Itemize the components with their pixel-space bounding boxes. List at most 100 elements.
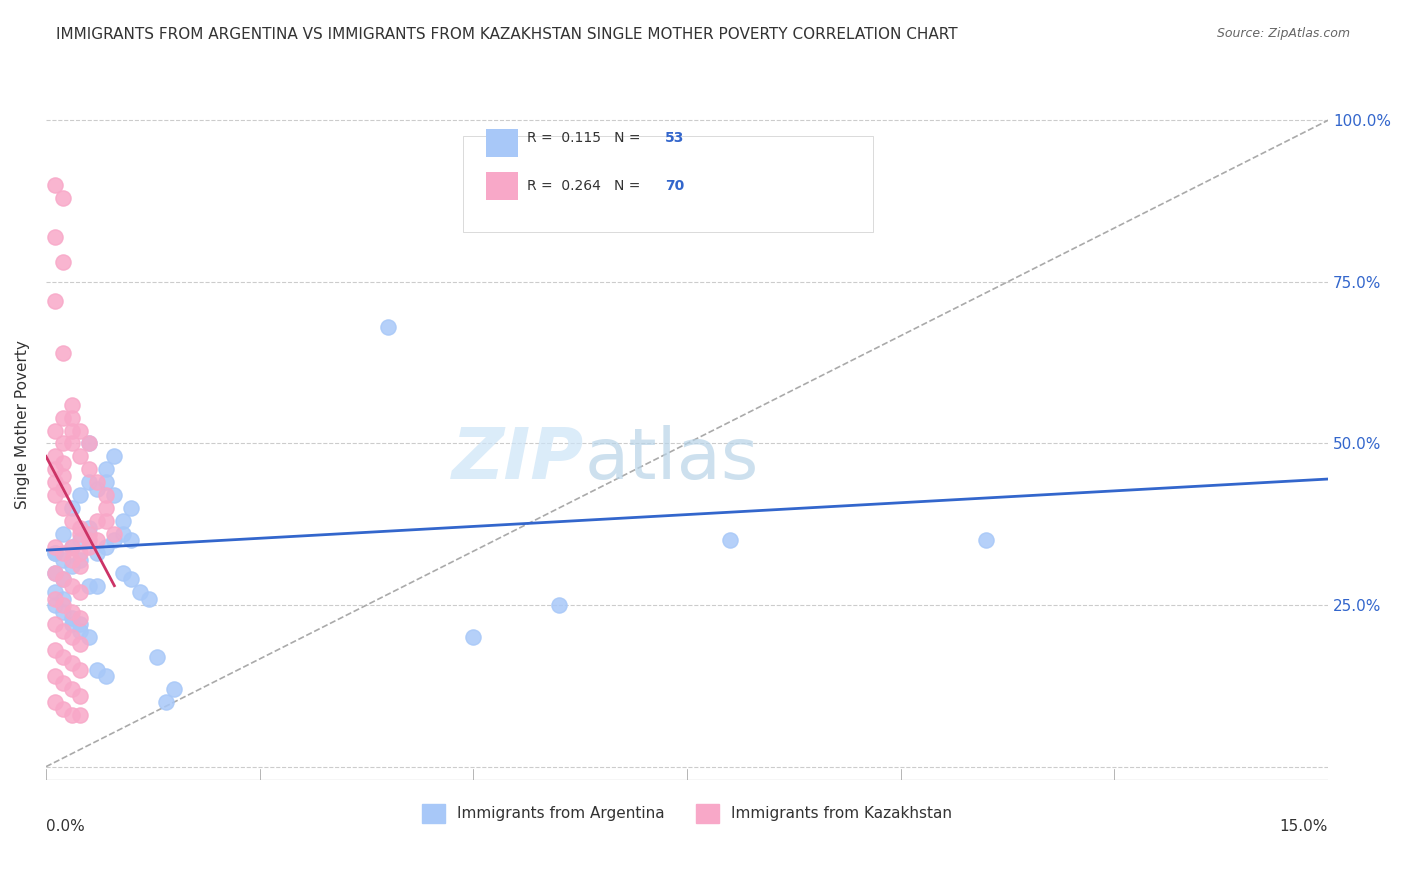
Point [69, 546, 91, 560]
Point [120, 533, 142, 548]
Point [69, 624, 91, 638]
Point [547, 598, 569, 612]
Point [138, 591, 160, 606]
Point [94, 462, 117, 476]
Point [44, 643, 66, 657]
Text: R =  0.264   N =: R = 0.264 N = [527, 179, 644, 193]
Point [44, 591, 66, 606]
Point [77, 462, 100, 476]
Point [146, 649, 169, 664]
Point [86, 482, 108, 496]
Point [60, 605, 83, 619]
Point [69, 553, 91, 567]
Point [44, 669, 66, 683]
Point [52, 527, 75, 541]
Point [94, 514, 117, 528]
Point [52, 649, 75, 664]
Y-axis label: Single Mother Poverty: Single Mother Poverty [15, 340, 30, 508]
Point [120, 572, 142, 586]
Point [60, 501, 83, 516]
Point [52, 501, 75, 516]
Point [120, 501, 142, 516]
Point [60, 657, 83, 671]
Point [377, 320, 399, 334]
Point [44, 566, 66, 580]
Point [103, 450, 125, 464]
Text: 15.0%: 15.0% [1279, 819, 1329, 834]
Point [77, 631, 100, 645]
Point [103, 527, 125, 541]
Point [111, 527, 134, 541]
Text: ZIP: ZIP [453, 425, 585, 494]
Point [52, 191, 75, 205]
Text: IMMIGRANTS FROM ARGENTINA VS IMMIGRANTS FROM KAZAKHSTAN SINGLE MOTHER POVERTY CO: IMMIGRANTS FROM ARGENTINA VS IMMIGRANTS … [56, 27, 957, 42]
Point [86, 514, 108, 528]
Point [52, 410, 75, 425]
Point [60, 708, 83, 723]
Point [52, 701, 75, 715]
FancyBboxPatch shape [485, 171, 517, 200]
Point [52, 591, 75, 606]
Point [69, 424, 91, 438]
Text: 70: 70 [665, 179, 685, 193]
Point [44, 475, 66, 490]
Point [463, 631, 485, 645]
Point [52, 436, 75, 450]
Point [69, 689, 91, 703]
Point [60, 579, 83, 593]
Point [52, 346, 75, 360]
Point [129, 585, 152, 599]
Point [44, 585, 66, 599]
Point [52, 598, 75, 612]
Point [69, 520, 91, 534]
Point [69, 708, 91, 723]
Point [52, 572, 75, 586]
Point [163, 682, 186, 697]
Text: R =  0.115   N =: R = 0.115 N = [527, 131, 645, 145]
Point [77, 579, 100, 593]
Point [94, 540, 117, 554]
Point [60, 682, 83, 697]
Point [94, 488, 117, 502]
FancyBboxPatch shape [485, 129, 517, 157]
Point [52, 468, 75, 483]
Point [86, 546, 108, 560]
Point [94, 669, 117, 683]
Point [60, 410, 83, 425]
Point [86, 579, 108, 593]
Point [52, 605, 75, 619]
Point [44, 450, 66, 464]
Point [44, 424, 66, 438]
Text: atlas: atlas [585, 425, 759, 494]
Point [60, 398, 83, 412]
Point [60, 617, 83, 632]
Point [60, 631, 83, 645]
Point [44, 546, 66, 560]
Text: 53: 53 [665, 131, 685, 145]
Point [69, 533, 91, 548]
Point [69, 663, 91, 677]
Point [44, 695, 66, 709]
Point [77, 436, 100, 450]
Point [77, 533, 100, 548]
Point [69, 559, 91, 574]
Point [52, 675, 75, 690]
Point [69, 617, 91, 632]
Point [463, 197, 485, 211]
Point [103, 533, 125, 548]
Point [52, 482, 75, 496]
Point [60, 611, 83, 625]
Point [77, 520, 100, 534]
Point [69, 585, 91, 599]
Point [44, 462, 66, 476]
Point [60, 540, 83, 554]
Point [155, 695, 177, 709]
Point [103, 488, 125, 502]
Point [718, 533, 741, 548]
Point [52, 546, 75, 560]
Point [60, 559, 83, 574]
Point [60, 436, 83, 450]
Point [69, 450, 91, 464]
Text: Source: ZipAtlas.com: Source: ZipAtlas.com [1216, 27, 1350, 40]
Point [60, 553, 83, 567]
